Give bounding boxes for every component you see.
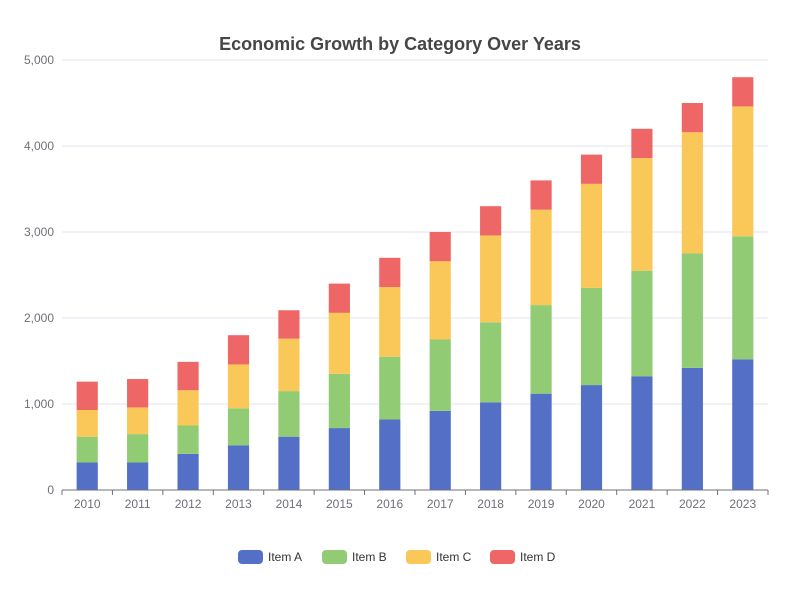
- bar-segment-item-d[interactable]: [429, 232, 451, 262]
- bars: [76, 77, 754, 490]
- bar-segment-item-b[interactable]: [530, 305, 552, 394]
- legend-item-item-b[interactable]: Item B: [322, 550, 387, 564]
- legend[interactable]: Item A Item B Item C Item D: [238, 550, 556, 564]
- bar-segment-item-d[interactable]: [177, 361, 199, 391]
- x-tick-label: 2014: [276, 497, 303, 511]
- bar-segment-item-c[interactable]: [631, 158, 653, 271]
- y-tick-label: 1,000: [24, 397, 54, 411]
- bar-segment-item-d[interactable]: [328, 283, 350, 313]
- x-tick-label: 2017: [427, 497, 454, 511]
- bar-segment-item-b[interactable]: [177, 425, 199, 454]
- bar-segment-item-d[interactable]: [379, 257, 401, 288]
- bar-segment-item-b[interactable]: [127, 434, 149, 463]
- bar-segment-item-c[interactable]: [580, 183, 603, 288]
- legend-swatch: [238, 550, 263, 564]
- bar-segment-item-c[interactable]: [278, 338, 300, 392]
- x-tick-label: 2013: [225, 497, 252, 511]
- x-tick-label: 2018: [477, 497, 504, 511]
- bar-segment-item-a[interactable]: [480, 402, 502, 490]
- bar-segment-item-d[interactable]: [732, 77, 754, 107]
- bar-segment-item-a[interactable]: [127, 462, 149, 490]
- bar-segment-item-d[interactable]: [227, 335, 250, 365]
- bar-segment-item-b[interactable]: [580, 287, 603, 386]
- bar-segment-item-b[interactable]: [429, 339, 451, 411]
- bar-segment-item-a[interactable]: [328, 428, 350, 490]
- y-tick-label: 2,000: [24, 311, 54, 325]
- bar-segment-item-c[interactable]: [227, 364, 250, 409]
- bar-segment-item-b[interactable]: [732, 236, 754, 360]
- bar-segment-item-c[interactable]: [127, 407, 149, 435]
- chart-title: Economic Growth by Category Over Years: [219, 34, 581, 54]
- bar-segment-item-a[interactable]: [681, 367, 703, 490]
- bar-segment-item-d[interactable]: [278, 310, 300, 339]
- x-tick-label: 2019: [528, 497, 555, 511]
- legend-item-item-d[interactable]: Item D: [490, 550, 556, 564]
- bar-segment-item-a[interactable]: [631, 376, 653, 490]
- y-tick-label: 4,000: [24, 139, 54, 153]
- legend-label: Item C: [436, 550, 472, 564]
- bar-segment-item-a[interactable]: [580, 385, 603, 490]
- bar-segment-item-c[interactable]: [328, 312, 350, 374]
- legend-swatch: [322, 550, 347, 564]
- bar-segment-item-c[interactable]: [530, 209, 552, 306]
- x-tick-label: 2010: [74, 497, 101, 511]
- bar-segment-item-a[interactable]: [732, 359, 754, 490]
- bar-segment-item-a[interactable]: [76, 462, 98, 490]
- bar-segment-item-a[interactable]: [379, 419, 401, 490]
- bar-segment-item-d[interactable]: [76, 381, 98, 411]
- bar-segment-item-b[interactable]: [227, 408, 250, 446]
- legend-label: Item A: [268, 550, 302, 564]
- bar-segment-item-a[interactable]: [278, 436, 300, 490]
- x-tick-label: 2015: [326, 497, 353, 511]
- bar-segment-item-c[interactable]: [681, 132, 703, 254]
- x-tick-label: 2022: [679, 497, 706, 511]
- x-tick-label: 2011: [125, 497, 151, 511]
- legend-label: Item D: [520, 550, 556, 564]
- bar-segment-item-c[interactable]: [732, 106, 754, 237]
- bar-segment-item-b[interactable]: [278, 391, 300, 437]
- y-tick-label: 3,000: [24, 225, 54, 239]
- bar-segment-item-b[interactable]: [76, 436, 98, 463]
- legend-item-item-c[interactable]: Item C: [406, 550, 472, 564]
- gridlines: [62, 59, 768, 405]
- bar-segment-item-c[interactable]: [76, 410, 98, 437]
- x-tick-label: 2023: [729, 497, 756, 511]
- bar-segment-item-b[interactable]: [480, 322, 502, 403]
- bar-segment-item-c[interactable]: [177, 390, 199, 426]
- legend-item-item-a[interactable]: Item A: [238, 550, 302, 564]
- bar-segment-item-d[interactable]: [580, 154, 603, 184]
- x-tick-label: 2021: [629, 497, 656, 511]
- x-tick-label: 2016: [376, 497, 403, 511]
- bar-segment-item-c[interactable]: [379, 287, 401, 357]
- x-tick-label: 2020: [578, 497, 605, 511]
- y-tick-label: 0: [47, 483, 54, 497]
- bar-segment-item-a[interactable]: [429, 410, 451, 490]
- bar-segment-item-d[interactable]: [681, 103, 703, 133]
- bar-segment-item-b[interactable]: [631, 270, 653, 377]
- bar-segment-item-d[interactable]: [127, 379, 149, 408]
- legend-swatch: [490, 550, 515, 564]
- legend-swatch: [406, 550, 431, 564]
- bar-segment-item-a[interactable]: [227, 445, 250, 490]
- bar-segment-item-b[interactable]: [328, 373, 350, 429]
- bar-segment-item-a[interactable]: [177, 453, 199, 490]
- bar-segment-item-a[interactable]: [530, 393, 552, 490]
- bar-segment-item-d[interactable]: [631, 128, 653, 159]
- bar-segment-item-c[interactable]: [480, 235, 502, 323]
- y-tick-label: 5,000: [24, 53, 54, 67]
- bar-segment-item-d[interactable]: [530, 180, 552, 210]
- bar-segment-item-b[interactable]: [681, 253, 703, 368]
- legend-label: Item B: [352, 550, 387, 564]
- bar-segment-item-d[interactable]: [480, 206, 502, 236]
- bar-segment-item-b[interactable]: [379, 356, 401, 420]
- axes: 0 1,000 2,000 3,000 4,000 5,000 2010 2011 2012 20…: [24, 53, 769, 511]
- bar-segment-item-c[interactable]: [429, 261, 451, 340]
- x-tick-label: 2012: [175, 497, 202, 511]
